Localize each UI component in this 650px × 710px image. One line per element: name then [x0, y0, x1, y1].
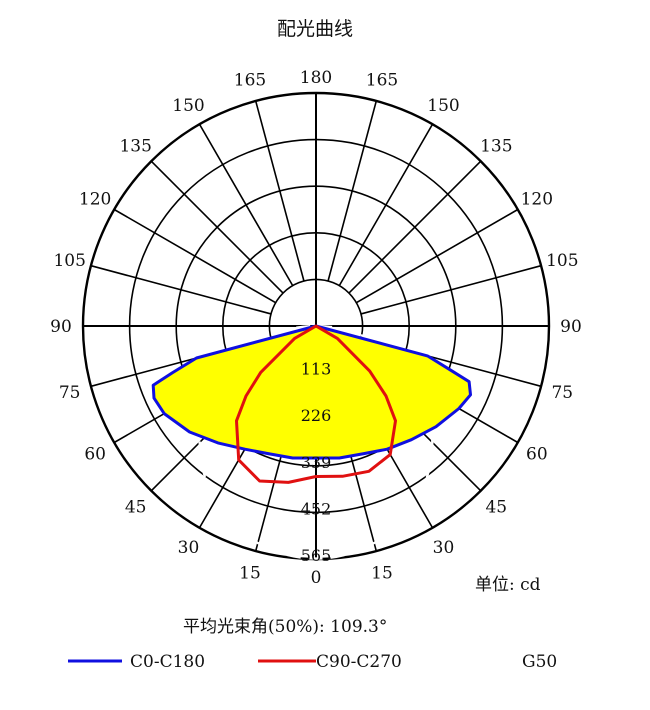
angle-label-left: 135 [119, 137, 151, 157]
angle-label-left: 105 [53, 251, 85, 271]
angle-label-left: 45 [125, 497, 147, 517]
angle-label-left: 150 [172, 96, 204, 116]
angle-label-right: 30 [433, 538, 455, 558]
grid-spoke [338, 123, 434, 287]
angle-label-left: 15 [239, 563, 261, 583]
grid-spoke [360, 264, 542, 315]
grid-spoke [348, 160, 482, 294]
angle-label-right: 90 [560, 317, 582, 337]
legend-label-g50: G50 [522, 652, 557, 672]
radial-tick-label: 339 [301, 453, 332, 472]
radial-tick-label: 452 [301, 499, 332, 518]
angle-label-bottom: 0 [311, 568, 322, 588]
angle-label-right: 105 [546, 251, 578, 271]
angle-label-right: 165 [366, 71, 398, 91]
angle-label-left: 60 [84, 445, 106, 465]
angle-label-right: 45 [485, 497, 507, 517]
series-curve-0 [151, 324, 472, 460]
series-layer [151, 324, 472, 560]
angle-label-right: 15 [371, 563, 393, 583]
radial-tick-label: 226 [301, 406, 332, 425]
g50-circle [198, 324, 434, 560]
grid-spoke [150, 160, 284, 294]
angle-label-top: 180 [300, 68, 332, 88]
grid-spoke [113, 208, 277, 304]
angle-label-left: 120 [79, 190, 111, 210]
angle-labels: 1651651501501351351201201051059090757560… [50, 68, 582, 588]
series-curve-1 [235, 324, 397, 484]
unit-label: 单位: cd [475, 575, 541, 595]
radial-tick-label: 565 [301, 546, 332, 565]
angle-label-left: 90 [50, 317, 72, 337]
legend-label-c90: C90-C270 [316, 652, 402, 672]
grid-spoke [355, 208, 519, 304]
radial-labels: 113 226 339 452 565 [301, 360, 332, 565]
legend-label-c0: C0-C180 [130, 652, 205, 672]
angle-label-right: 135 [480, 137, 512, 157]
angle-label-left: 75 [59, 383, 81, 403]
angle-label-right: 60 [526, 445, 548, 465]
legend: C0-C180 C90-C270 G50 [68, 652, 557, 672]
grid-spoke [90, 264, 272, 315]
angle-label-left: 30 [178, 538, 200, 558]
grid-spoke [198, 123, 294, 287]
beam-angle-label: 平均光束角(50%): 109.3° [183, 617, 387, 637]
angle-label-right: 120 [521, 190, 553, 210]
angle-label-right: 150 [427, 96, 459, 116]
chart-title: 配光曲线 [277, 18, 353, 40]
angle-label-left: 165 [234, 71, 266, 91]
grid-spoke [254, 100, 305, 282]
radial-tick-label: 113 [301, 360, 332, 379]
angle-label-right: 75 [551, 383, 573, 403]
grid-spoke [327, 100, 378, 282]
